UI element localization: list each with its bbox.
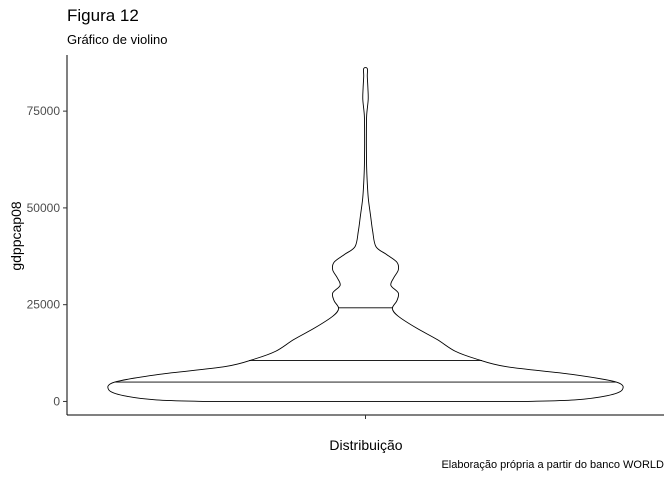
chart-title: Figura 12 xyxy=(67,6,139,25)
chart-subtitle: Gráfico de violino xyxy=(67,32,168,47)
chart-caption: Elaboração própria a partir do banco WOR… xyxy=(441,459,664,471)
y-tick-label: 0 xyxy=(53,394,60,408)
violin-shape xyxy=(107,67,624,402)
x-axis-label: Distribuição xyxy=(329,437,403,453)
y-tick-label: 50000 xyxy=(27,201,61,215)
y-tick-label: 75000 xyxy=(27,104,61,118)
y-tick-label: 25000 xyxy=(27,298,61,312)
